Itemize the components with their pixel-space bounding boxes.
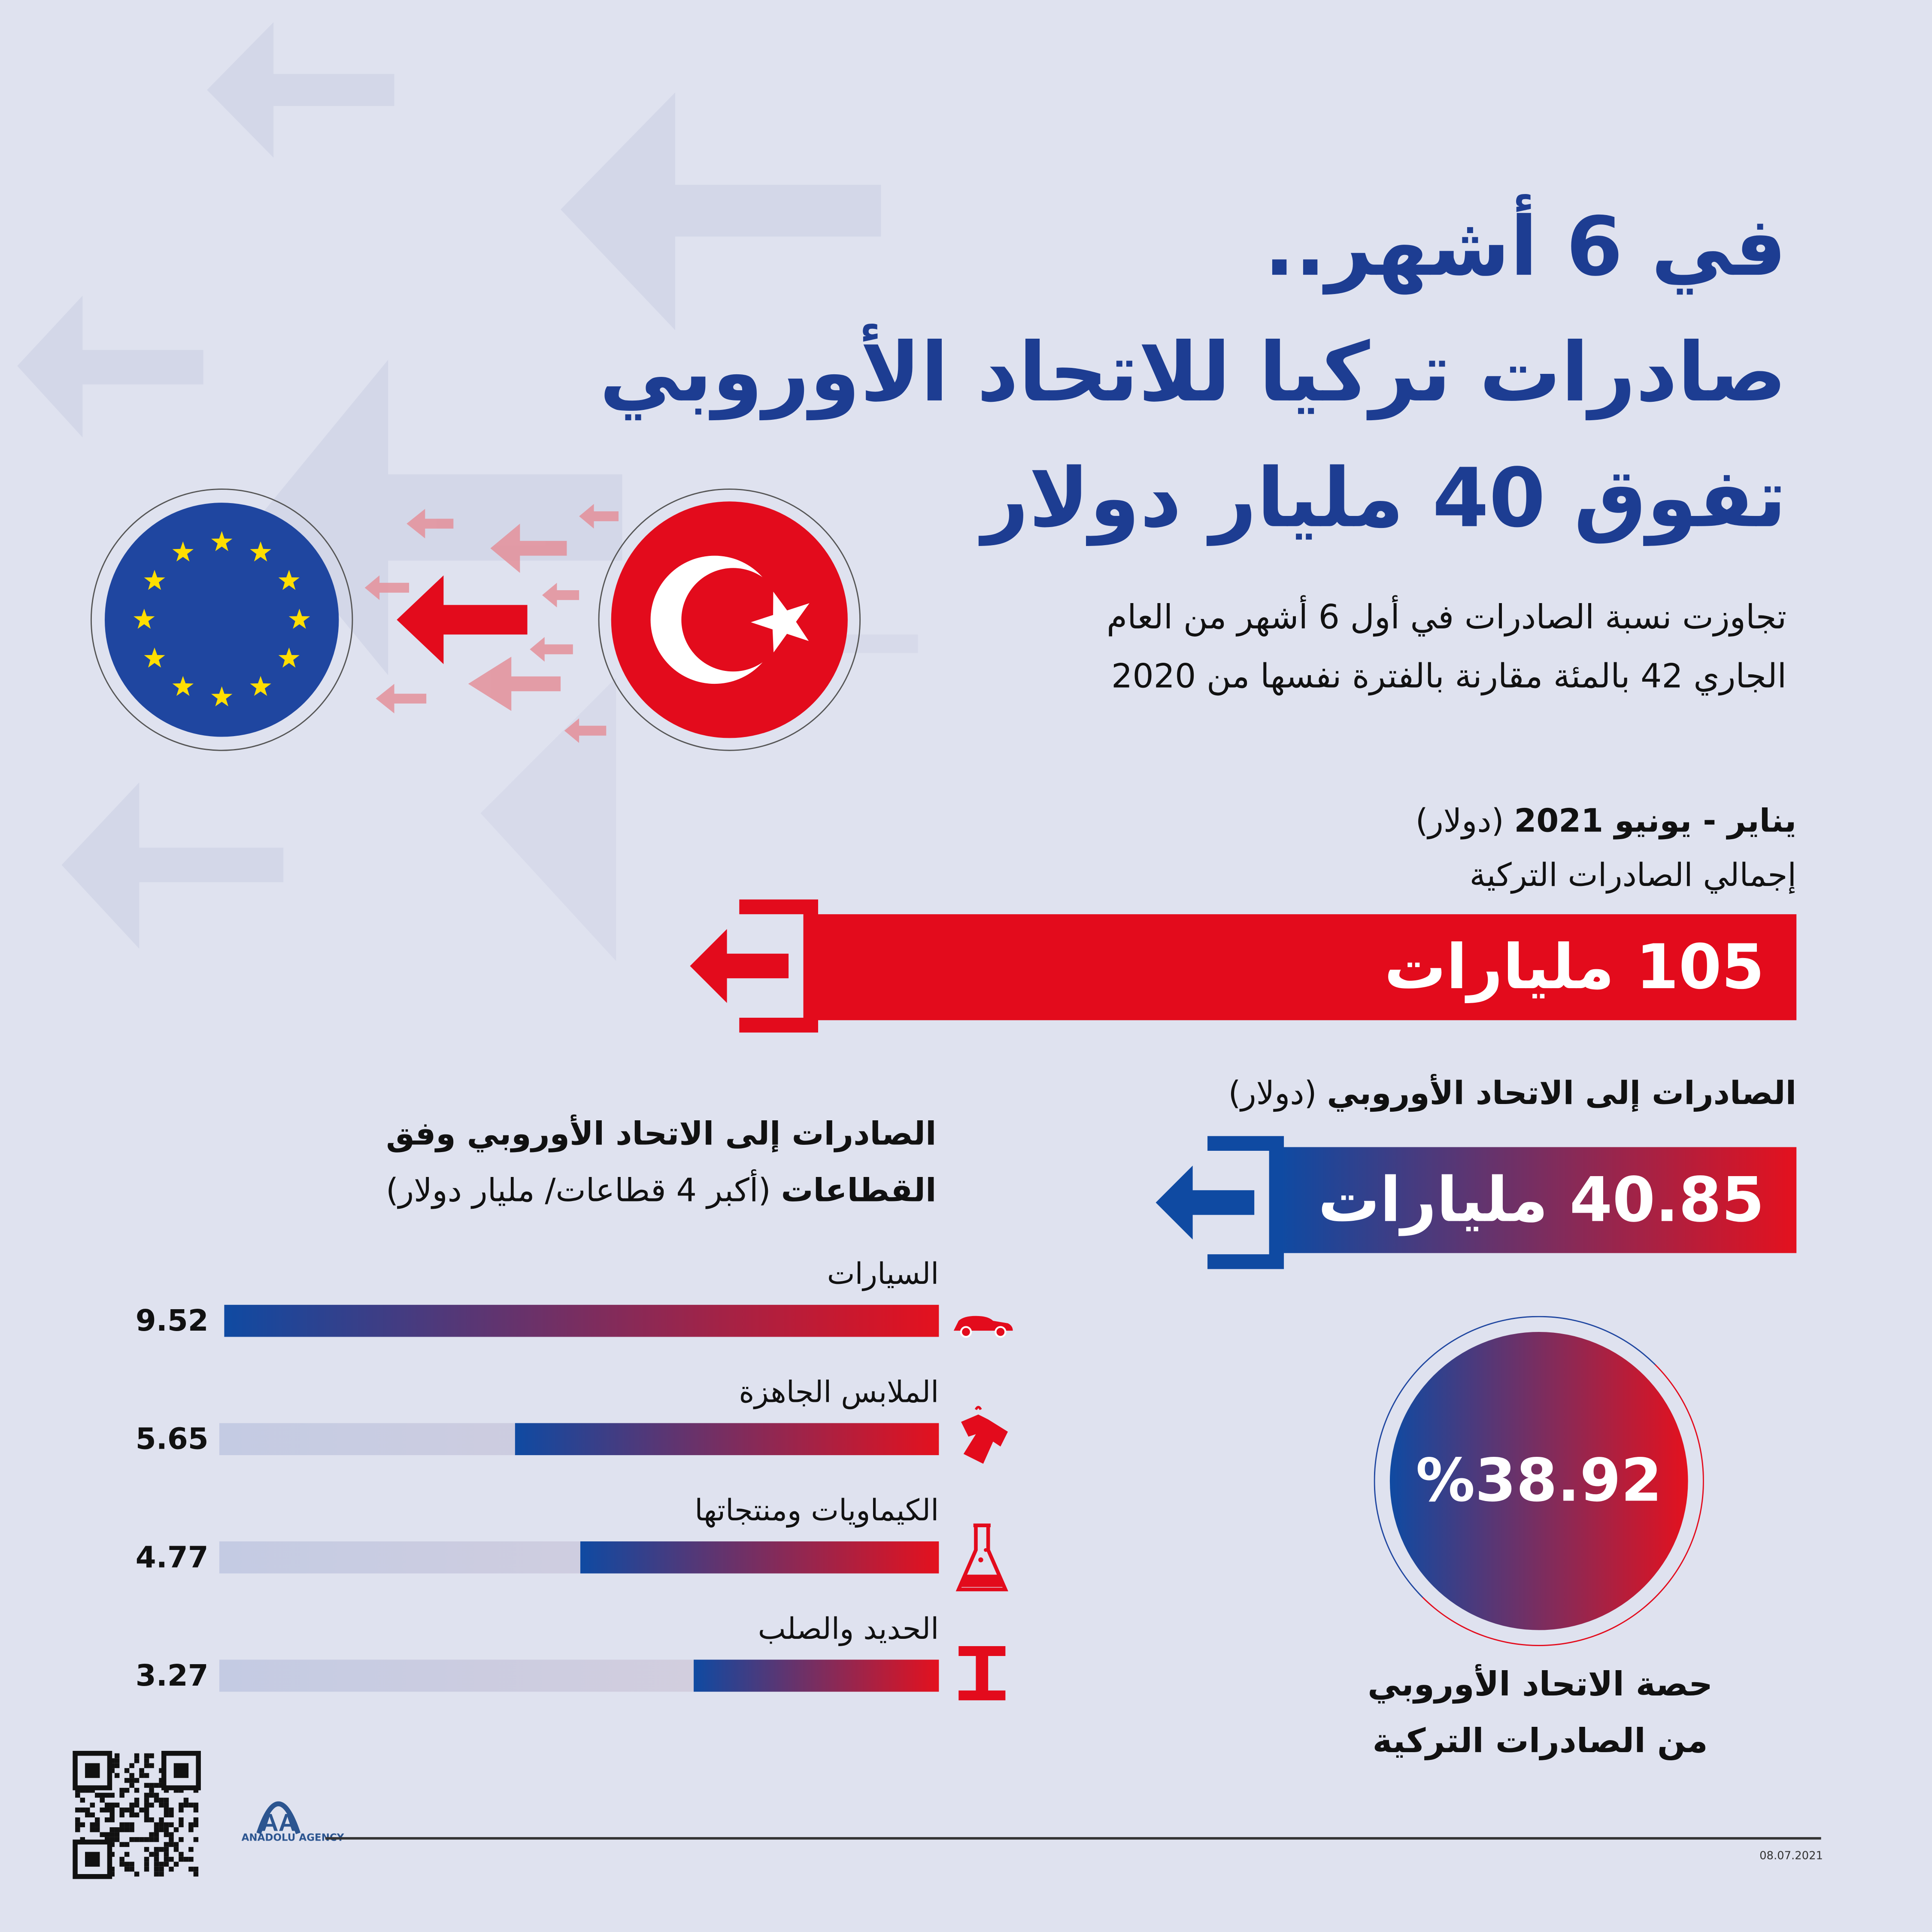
subtitle-line: تجاوزت نسبة الصادرات في أول 6 أشهر من ال… xyxy=(1107,599,1787,637)
flags-illustration xyxy=(90,488,861,751)
total-exports-caption: إجمالي الصادرات التركية xyxy=(1469,857,1797,895)
anadolu-logo-icon: AA xyxy=(256,1801,301,1836)
title-line: تفوق 40 مليار دولار xyxy=(982,451,1787,546)
turkey-flag-ring xyxy=(598,488,861,751)
star-icon xyxy=(211,531,233,551)
exit-arrow-icon xyxy=(690,899,819,1033)
sector-label: الملابس الجاهزة xyxy=(739,1375,939,1410)
bar-track xyxy=(219,1659,939,1692)
star-icon xyxy=(133,609,155,629)
bar-track xyxy=(219,1423,939,1456)
star-icon xyxy=(144,647,165,668)
eu-exports-title: الصادرات إلى الاتحاد الأوروبي xyxy=(1327,1075,1797,1113)
total-exports-label: يناير - يونيو 2021 (دولار) إجمالي الصادر… xyxy=(1416,795,1797,903)
star-icon xyxy=(278,647,300,668)
bar-1 xyxy=(515,1423,939,1456)
star-icon xyxy=(172,541,194,562)
date-label: 08.07.2021 xyxy=(1759,1850,1823,1863)
eu-exports-value: 40.85 مليارات xyxy=(1318,1164,1765,1236)
title-line: في 6 أشهر.. xyxy=(1264,200,1787,295)
share-circle: %38.92 xyxy=(1389,1332,1688,1630)
bar-track xyxy=(224,1304,939,1337)
star-icon xyxy=(250,541,271,562)
bar-track xyxy=(219,1541,939,1574)
sector-label: الحديد والصلب xyxy=(758,1611,939,1646)
footer-divider xyxy=(325,1837,1821,1840)
share-value: %38.92 xyxy=(1416,1446,1662,1516)
car-icon xyxy=(953,1316,1013,1338)
chart-title-note: (أكبر 4 قطاعات/ مليار دولار) xyxy=(385,1173,771,1210)
star-icon xyxy=(278,570,300,590)
total-exports-value: 105 مليارات xyxy=(1384,931,1765,1003)
bar-0 xyxy=(224,1304,939,1337)
flask-icon xyxy=(955,1523,1008,1592)
star-icon xyxy=(288,609,310,629)
eu-exports-bar: 40.85 مليارات xyxy=(1281,1147,1797,1253)
bar-value-label: 3.27 xyxy=(135,1658,209,1693)
star-icon xyxy=(172,676,194,696)
svg-text:AA: AA xyxy=(261,1809,296,1836)
chart-title-line: القطاعات xyxy=(781,1173,937,1210)
title-line: صادرات تركيا للاتحاد الأوروبي xyxy=(599,325,1787,420)
exit-arrow-icon xyxy=(1156,1136,1284,1269)
bar-2 xyxy=(580,1541,939,1574)
unit-label: (دولار) xyxy=(1228,1075,1317,1113)
qr-code-icon xyxy=(73,1750,201,1879)
unit-label: (دولار) xyxy=(1415,803,1504,840)
eu-exports-label: الصادرات إلى الاتحاد الأوروبي (دولار) xyxy=(1228,1067,1796,1121)
share-caption-line: حصة الاتحاد الأوروبي xyxy=(1368,1665,1713,1704)
share-caption: حصة الاتحاد الأوروبي من الصادرات التركية xyxy=(1331,1657,1750,1771)
share-circle-ring xyxy=(1374,1316,1704,1646)
sector-chart-title: الصادرات إلى الاتحاد الأوروبي وفق القطاع… xyxy=(386,1107,937,1220)
eu-flag-icon xyxy=(104,503,339,737)
period-label: يناير - يونيو 2021 xyxy=(1514,803,1797,840)
steel-beam-icon xyxy=(958,1646,1006,1701)
star-icon xyxy=(250,676,271,696)
chart-title-line: الصادرات إلى الاتحاد الأوروبي وفق xyxy=(386,1116,937,1153)
total-exports-bar: 105 مليارات xyxy=(813,914,1797,1020)
bar-value-label: 4.77 xyxy=(135,1540,209,1575)
star-icon xyxy=(211,686,233,707)
subtitle-line: الجاري 42 بالمئة مقارنة بالفترة نفسها من… xyxy=(1111,658,1787,696)
bar-value-label: 9.52 xyxy=(135,1303,209,1338)
bar-3 xyxy=(694,1659,939,1692)
share-caption-line: من الصادرات التركية xyxy=(1372,1722,1708,1761)
page-title: في 6 أشهر.. صادرات تركيا للاتحاد الأوروب… xyxy=(599,185,1786,562)
sector-label: الكيماويات ومنتجاتها xyxy=(695,1493,939,1528)
sector-label: السيارات xyxy=(827,1256,939,1292)
subtitle: تجاوزت نسبة الصادرات في أول 6 أشهر من ال… xyxy=(1107,589,1786,707)
bar-value-label: 5.65 xyxy=(135,1422,209,1456)
star-icon xyxy=(144,570,165,590)
eu-flag-ring xyxy=(90,488,353,751)
tshirt-icon xyxy=(961,1406,1008,1464)
